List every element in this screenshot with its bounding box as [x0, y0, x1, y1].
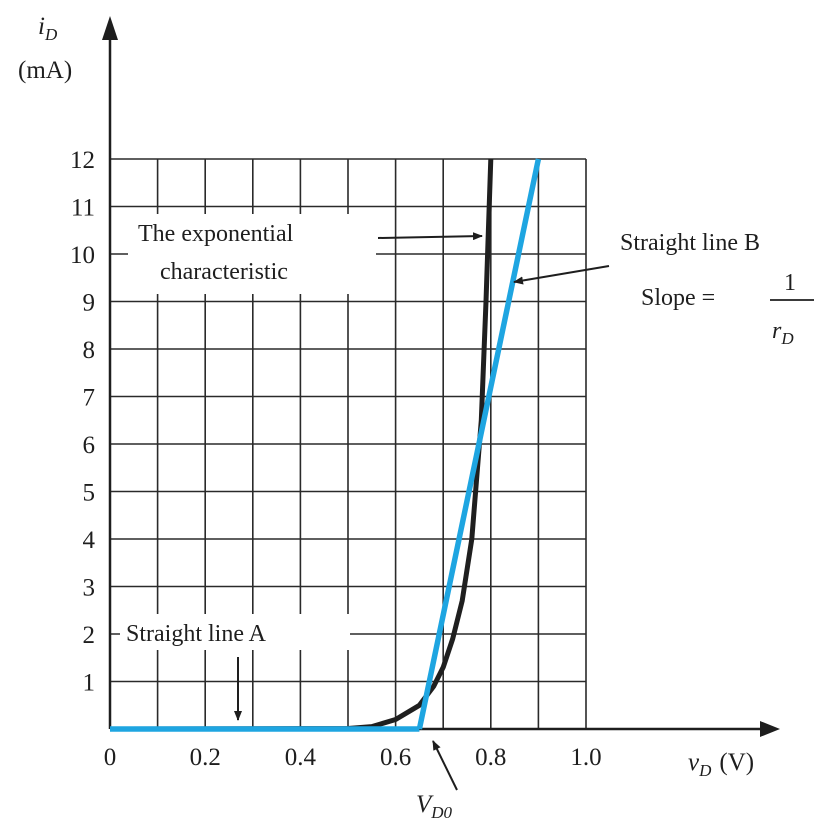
x-axis-arrow-icon: [760, 721, 780, 737]
x-tick-label: 1.0: [570, 744, 601, 771]
y-tick-label: 10: [70, 242, 95, 269]
x-tick-label: 0.8: [475, 744, 506, 771]
slope-numerator: 1: [784, 270, 796, 296]
y-tick-label: 1: [83, 670, 96, 697]
y-tick-label: 5: [83, 480, 96, 507]
x-tick-label: 0.4: [285, 744, 317, 771]
line-b-label: Straight line B: [620, 230, 760, 256]
x-axis-title: vD (V): [688, 749, 754, 780]
slope-label: Slope =: [641, 285, 715, 311]
y-tick-label: 3: [83, 575, 96, 602]
x-tick-label: 0.2: [190, 744, 221, 771]
x-tick-labels: 0 0.2 0.4 0.6 0.8 1.0: [104, 744, 602, 771]
y-tick-label: 7: [83, 385, 96, 412]
x-axis-unit: (V): [719, 749, 754, 776]
vd0-symbol: V: [416, 791, 434, 818]
exponential-label-bg: [128, 214, 376, 294]
y-tick-label: 9: [83, 290, 96, 317]
line-b-arrow: [513, 265, 610, 285]
vd0-label: VD0: [416, 791, 453, 822]
y-tick-label: 12: [70, 147, 95, 174]
y-axis-arrow-icon: [102, 16, 118, 40]
slope-denominator: rD: [772, 318, 794, 348]
slope-den-symbol: r: [772, 318, 782, 344]
x-tick-label: 0.6: [380, 744, 411, 771]
y-tick-label: 4: [83, 527, 96, 554]
slope-den-subscript: D: [780, 329, 794, 348]
series-line-b: [416, 158, 542, 730]
y-tick-label: 8: [83, 337, 96, 364]
y-tick-label: 2: [83, 622, 96, 649]
line-a-label: Straight line A: [126, 621, 267, 647]
vd0-arrow: [432, 740, 458, 791]
y-tick-label: 6: [83, 432, 96, 459]
y-axis-unit: (mA): [18, 57, 72, 84]
line-a-label-bg: [120, 614, 350, 650]
x-axis-subscript: D: [698, 761, 712, 780]
exponential-label-line2: characteristic: [160, 259, 288, 285]
y-axis-title: iD: [38, 13, 58, 44]
y-tick-label: 11: [71, 195, 95, 222]
vd0-subscript: D0: [430, 803, 452, 822]
x-axis-symbol: v: [688, 749, 700, 776]
x-tick-label: 0: [104, 744, 117, 771]
y-axis-subscript: D: [44, 25, 58, 44]
exponential-label-line1: The exponential: [138, 221, 294, 247]
exponential-arrow: [377, 232, 483, 241]
series-group: [109, 158, 542, 732]
y-axis-symbol: i: [38, 13, 45, 40]
